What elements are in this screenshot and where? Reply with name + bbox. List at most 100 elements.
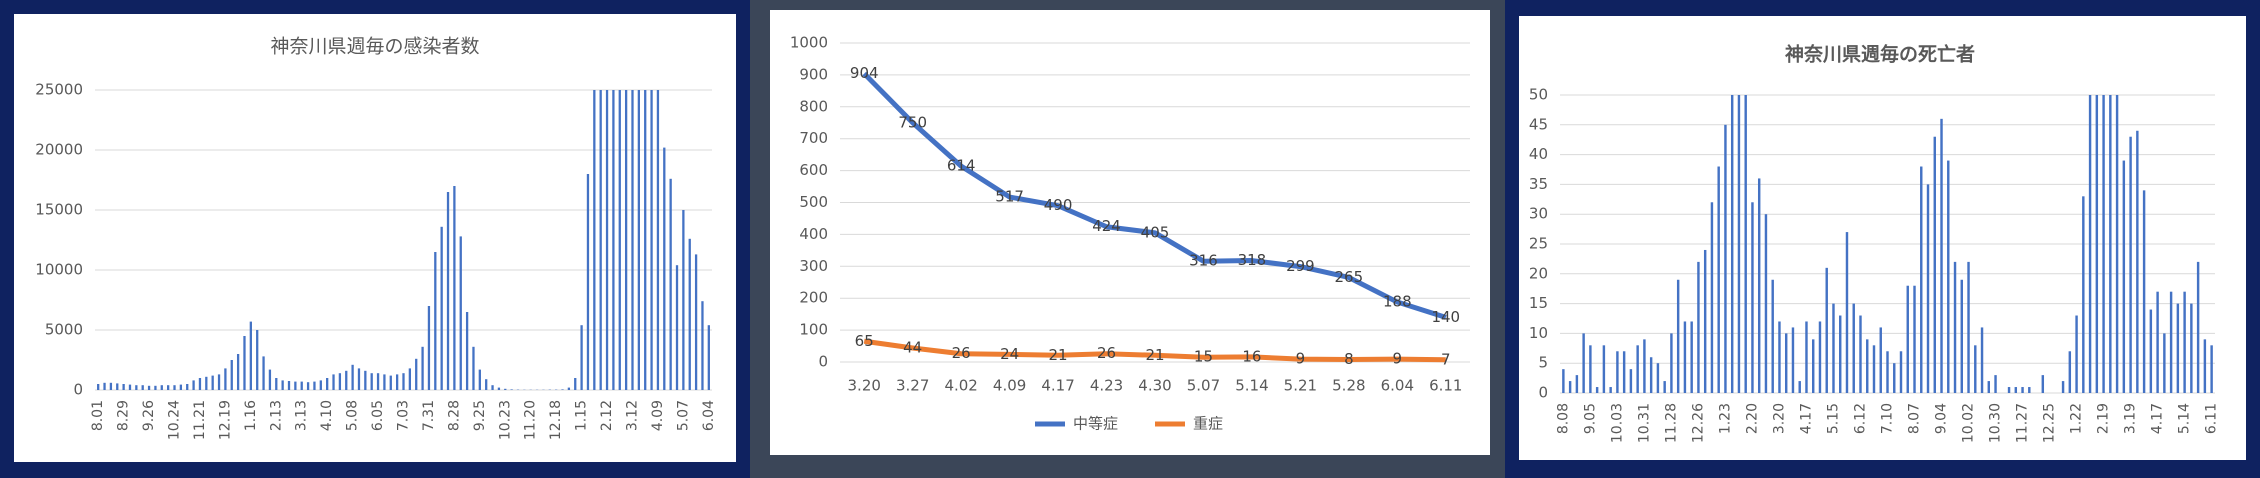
bar [421,346,424,390]
x-tick-label: 3.27 [896,377,929,395]
bar [205,376,208,390]
bar [510,389,513,390]
bar [434,252,437,390]
x-tick-label: 6.12 [1852,403,1868,434]
x-tick-label: 5.14 [2177,403,2193,434]
bar [1926,184,1930,393]
data-label: 517 [995,188,1024,206]
bar [2102,95,2105,393]
data-label: 9 [1393,350,1403,368]
bar [154,385,157,390]
y-tick-label: 50 [1529,86,1548,104]
bar [1866,339,1869,393]
x-tick-label: 4.10 [319,400,335,431]
bar [663,147,666,390]
y-tick-label: 0 [1538,384,1548,402]
bar [1967,261,1970,393]
bar [2075,315,2078,393]
bar [338,373,342,390]
bar [141,385,144,390]
bar [586,174,590,390]
bar [599,90,602,390]
bar [128,384,132,390]
x-tick-label: 8.29 [116,400,132,431]
bar [395,374,399,390]
x-tick-label: 10.03 [1609,403,1625,443]
bar [478,369,481,390]
bar [345,370,348,390]
bar [1805,321,1808,393]
x-tick-label: 4.09 [993,377,1026,395]
bar [2068,351,2072,393]
y-tick-label: 900 [799,65,828,83]
bar [364,370,367,390]
bar [707,325,710,390]
bar [160,385,163,390]
bar [294,381,297,390]
bar [593,90,596,390]
data-label: 405 [1141,223,1170,241]
y-tick-label: 500 [799,193,828,211]
bar [1913,285,1916,393]
bar [1636,345,1639,393]
y-tick-label: 100 [799,321,828,339]
bar [1595,387,1599,393]
x-tick-label: 2.12 [599,400,615,431]
data-label: 7 [1441,350,1451,368]
data-label: 9 [1296,350,1306,368]
bar [1906,285,1909,393]
bar [675,265,679,390]
y-tick-label: 10000 [35,261,83,279]
bar [370,373,373,390]
x-tick-label: 3.19 [2123,403,2139,434]
bar [109,382,113,390]
data-label: 21 [1049,346,1068,364]
y-tick-label: 0 [73,381,83,399]
bar [453,186,456,390]
bar [2095,95,2099,393]
data-label: 614 [947,157,976,175]
data-label: 188 [1383,293,1412,311]
bar [2156,291,2159,393]
bar [2203,339,2207,393]
bar [2190,303,2193,393]
bar [147,385,151,390]
bar [1670,333,1673,393]
bar [243,336,246,390]
bar [1940,118,1943,393]
bar [262,356,265,390]
bar [256,330,259,390]
bar [1697,261,1700,393]
bar [230,360,233,390]
bar [1798,381,1801,393]
y-tick-label: 15 [1529,294,1548,312]
bar [472,346,475,390]
bar [408,368,412,390]
data-label: 750 [898,113,927,131]
bar [1771,279,1774,393]
bar [1575,375,1579,393]
bar [2041,375,2045,393]
bar [1629,369,1633,393]
bar [1676,279,1680,393]
line [862,71,1447,320]
bar [2169,291,2173,393]
bar [561,389,564,390]
data-label: 265 [1335,268,1364,286]
data-label: 26 [952,344,971,362]
x-tick-label: 9.26 [141,400,157,431]
bar [1690,321,1693,393]
bar [249,321,252,390]
x-tick-label: 6.04 [701,400,717,431]
bar [2028,387,2031,393]
bar [605,90,609,390]
bar [2196,261,2200,393]
bar [122,384,125,390]
bar [217,374,221,390]
x-tick-label: 8.01 [90,400,106,431]
bar [612,90,615,390]
bar [319,380,322,390]
y-tick-label: 700 [799,129,828,147]
bar [326,378,329,390]
x-tick-label: 1.22 [2069,403,2085,434]
